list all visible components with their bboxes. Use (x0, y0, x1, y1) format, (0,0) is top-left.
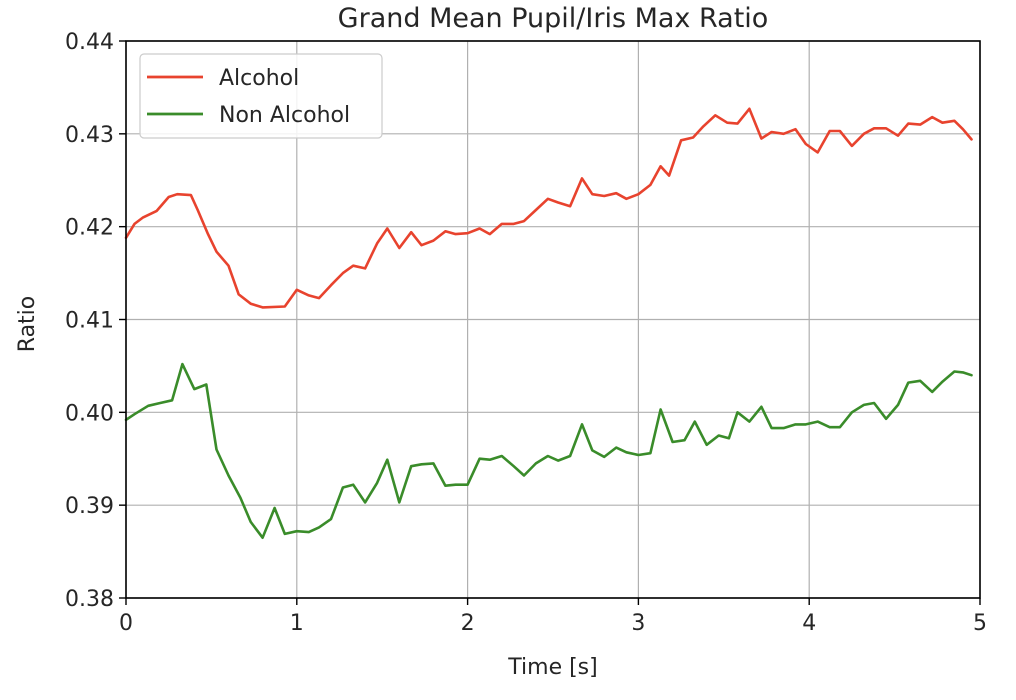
axis-ticks: 0 1 2 3 4 5 0.38 0.39 0.40 0.41 0.42 0.43 0.44 (65, 30, 987, 636)
legend-label: Non Alcohol (219, 103, 350, 128)
y-tick-label: 0.42 (65, 216, 114, 241)
series-line-alcohol (124, 107, 973, 309)
chart-title: Grand Mean Pupil/Iris Max Ratio (338, 3, 769, 34)
x-tick-label: 5 (973, 611, 987, 636)
y-tick-label: 0.38 (65, 587, 114, 612)
x-tick-label: 2 (461, 611, 475, 636)
x-tick-label: 1 (290, 611, 304, 636)
y-tick-label: 0.39 (65, 494, 114, 519)
y-tick-label: 0.43 (65, 123, 114, 148)
x-tick-label: 3 (631, 611, 645, 636)
x-tick-label: 0 (119, 611, 133, 636)
series-line-non-alcohol (124, 362, 973, 540)
x-tick-label: 4 (802, 611, 816, 636)
grid-lines (125, 40, 981, 599)
y-tick-label: 0.44 (65, 30, 114, 55)
y-tick-label: 0.40 (65, 401, 114, 426)
x-axis-label: Time [s] (507, 655, 597, 680)
series-lines (124, 107, 973, 540)
legend-box (139, 53, 383, 139)
y-tick-label: 0.41 (65, 309, 114, 334)
legend: Alcohol Non Alcohol (139, 53, 383, 139)
y-axis-label: Ratio (15, 296, 40, 352)
legend-label: Alcohol (219, 66, 299, 91)
